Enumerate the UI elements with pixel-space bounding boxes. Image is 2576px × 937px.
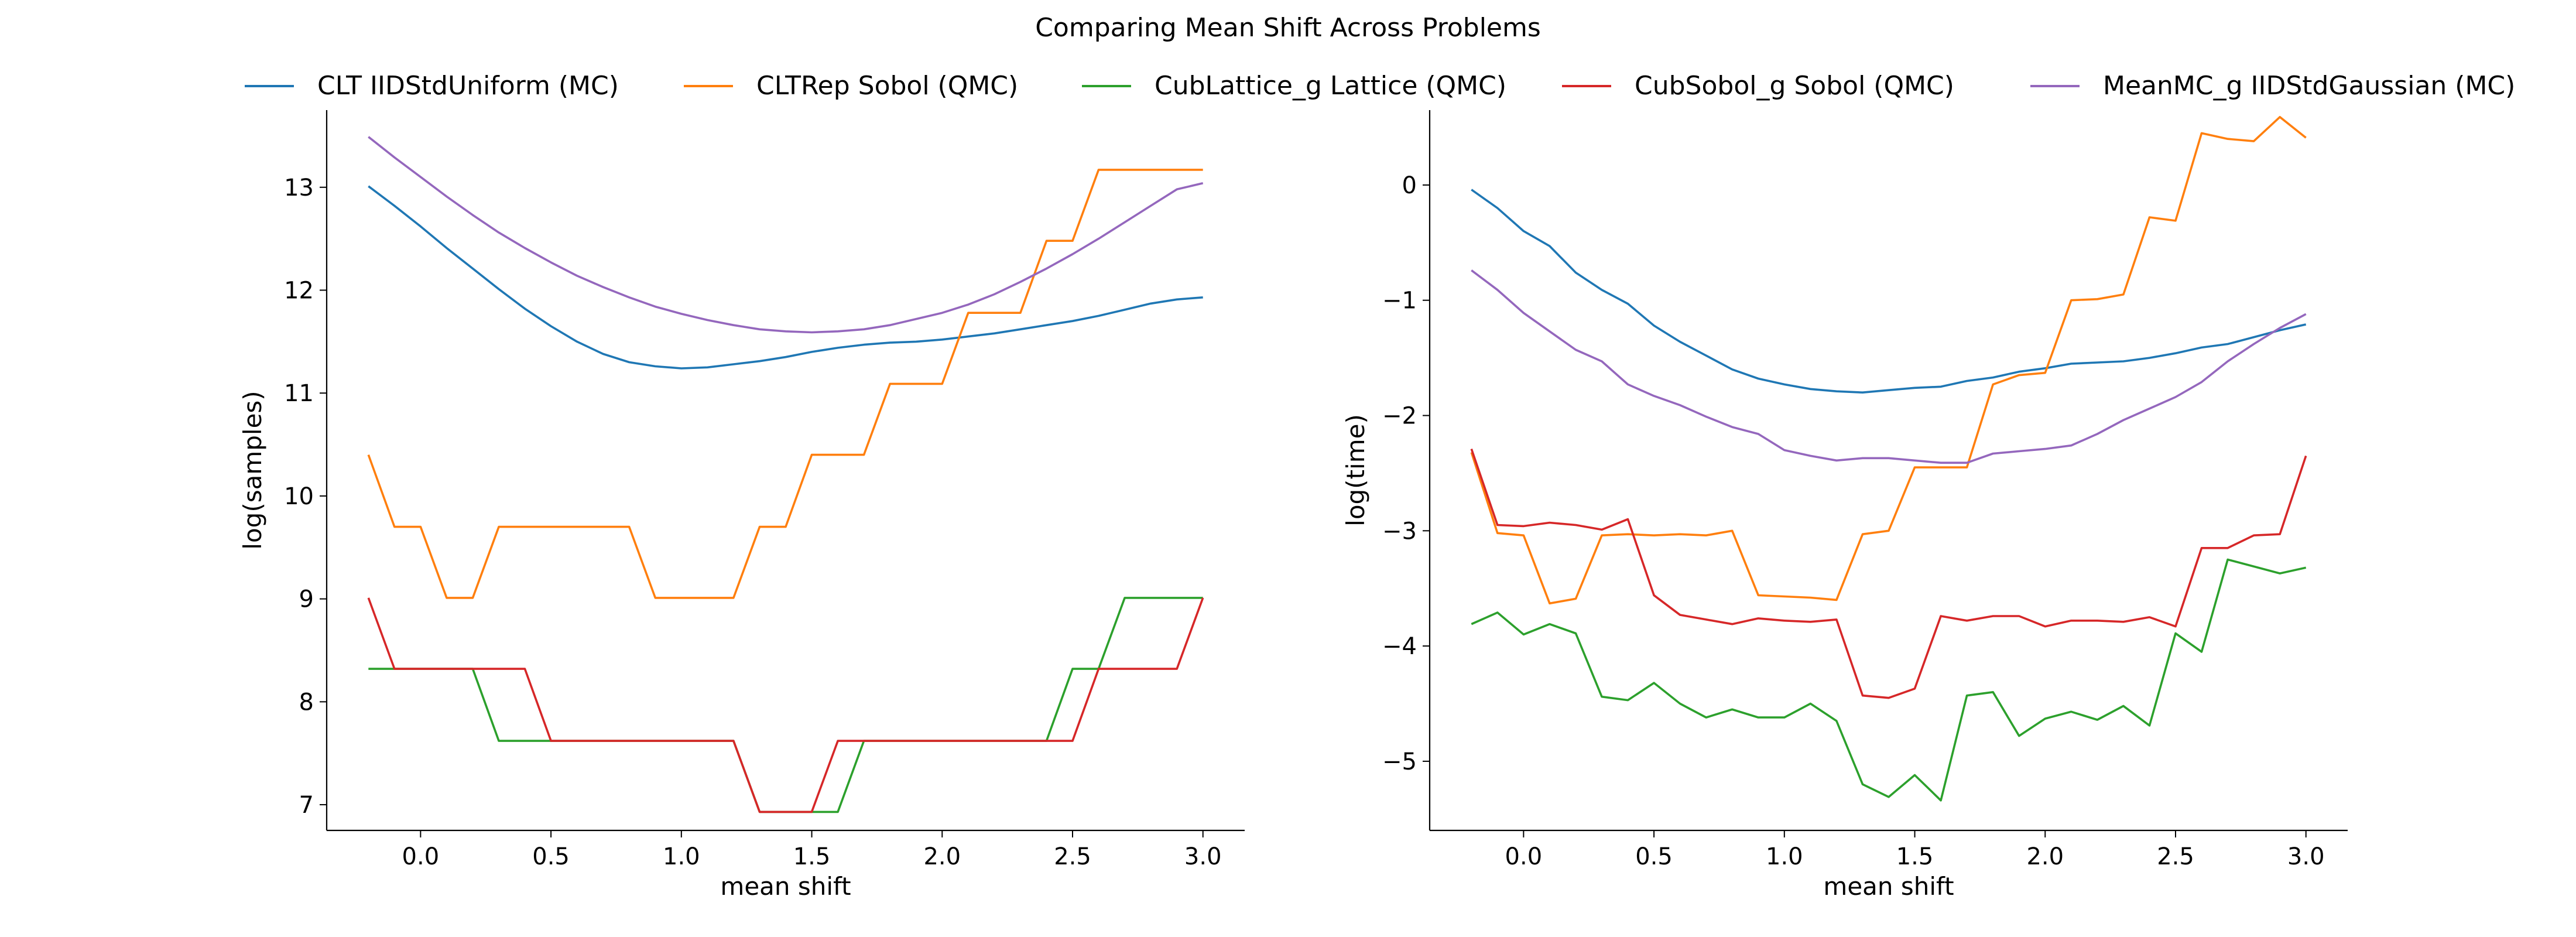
series-line xyxy=(1470,449,2307,699)
y-tick-label: 7 xyxy=(299,792,314,819)
y-axis-label: log(time) xyxy=(1341,414,1370,526)
figure-title: Comparing Mean Shift Across Problems xyxy=(1035,13,1541,43)
x-tick-label: 2.5 xyxy=(1054,843,1091,870)
x-tick-label: 1.5 xyxy=(793,843,831,870)
x-tick-label: 1.5 xyxy=(1896,843,1934,870)
series-line xyxy=(367,169,1203,599)
series-line xyxy=(368,136,1204,334)
series-line xyxy=(1471,189,2307,394)
series-line xyxy=(1471,269,2307,464)
time-panel: 0.0 0.5 1.0 1.5 2.0 2.5 3.0 −5 −4 −3 −2 −1 0 mean shi… xyxy=(1341,110,2348,901)
x-tick-label: 0.5 xyxy=(532,843,570,870)
series-line xyxy=(1470,116,2307,605)
x-tick-label: 1.0 xyxy=(1766,843,1803,870)
y-tick-label: 9 xyxy=(299,586,314,613)
y-tick-label: 8 xyxy=(299,689,314,716)
x-axis-label: mean shift xyxy=(720,872,851,901)
x-axis-label: mean shift xyxy=(1823,872,1954,901)
legend-label: CLT IIDStdUniform (MC) xyxy=(317,71,619,101)
series-line xyxy=(367,597,1204,813)
x-tick-label: 2.0 xyxy=(2026,843,2064,870)
y-tick-label: −3 xyxy=(1382,518,1417,545)
series-line xyxy=(368,185,1203,370)
x-tick-label: 2.5 xyxy=(2157,843,2194,870)
x-tick-label: 0.0 xyxy=(1505,843,1543,870)
y-tick-label: −4 xyxy=(1382,633,1417,660)
legend-label: CubSobol_g Sobol (QMC) xyxy=(1635,71,1954,101)
x-tick-label: 0.5 xyxy=(1635,843,1673,870)
y-tick-label: −2 xyxy=(1382,403,1417,430)
y-tick-label: −1 xyxy=(1382,288,1417,314)
legend-label: CubLattice_g Lattice (QMC) xyxy=(1155,71,1506,101)
x-tick-label: 3.0 xyxy=(2287,843,2325,870)
y-tick-label: −5 xyxy=(1382,748,1417,775)
y-tick-label: 10 xyxy=(284,483,314,510)
x-tick-label: 1.0 xyxy=(663,843,700,870)
y-axis-label: log(samples) xyxy=(238,391,267,549)
legend-label: MeanMC_g IIDStdGaussian (MC) xyxy=(2103,71,2515,101)
y-tick-label: 0 xyxy=(1402,172,1417,199)
x-tick-label: 3.0 xyxy=(1184,843,1222,870)
samples-panel: 0.0 0.5 1.0 1.5 2.0 2.5 3.0 7 8 9 10 11 12 13 mean shi… xyxy=(238,110,1245,901)
y-tick-label: 12 xyxy=(284,278,314,305)
series-line xyxy=(368,597,1203,813)
legend: CLT IIDStdUniform (MC) CLTRep Sobol (QMC)… xyxy=(245,71,2515,101)
x-tick-label: 2.0 xyxy=(923,843,961,870)
y-tick-label: 11 xyxy=(284,380,314,407)
series-line xyxy=(1471,558,2307,802)
y-tick-label: 13 xyxy=(284,175,314,201)
x-tick-label: 0.0 xyxy=(402,843,440,870)
legend-label: CLTRep Sobol (QMC) xyxy=(756,71,1018,101)
